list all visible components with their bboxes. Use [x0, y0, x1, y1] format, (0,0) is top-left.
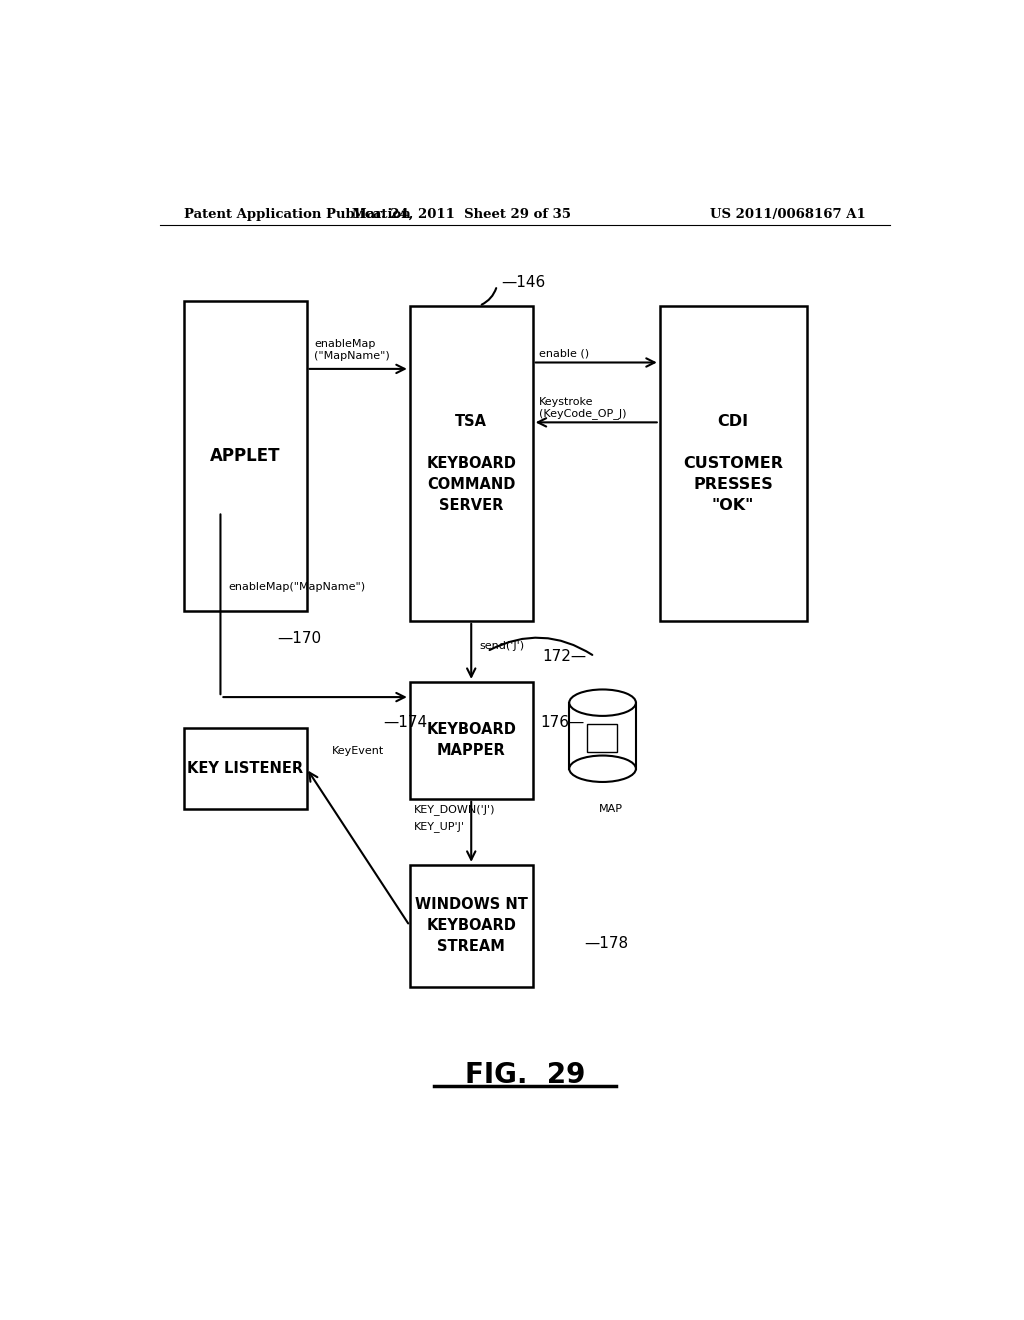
- Text: KeyEvent: KeyEvent: [332, 746, 384, 756]
- Text: US 2011/0068167 A1: US 2011/0068167 A1: [711, 207, 866, 220]
- Text: Patent Application Publication: Patent Application Publication: [183, 207, 411, 220]
- Text: —146: —146: [501, 275, 545, 290]
- Bar: [587, 725, 616, 752]
- Text: WINDOWS NT
KEYBOARD
STREAM: WINDOWS NT KEYBOARD STREAM: [415, 898, 527, 954]
- Text: Mar. 24, 2011  Sheet 29 of 35: Mar. 24, 2011 Sheet 29 of 35: [352, 207, 570, 220]
- Bar: [410, 865, 532, 987]
- Text: KEY LISTENER: KEY LISTENER: [187, 760, 303, 776]
- Ellipse shape: [569, 689, 636, 715]
- Text: —174: —174: [384, 715, 428, 730]
- Text: send('J'): send('J'): [479, 642, 524, 651]
- Bar: [410, 306, 532, 620]
- Text: APPLET: APPLET: [210, 446, 281, 465]
- Text: —170: —170: [278, 631, 322, 645]
- Ellipse shape: [569, 755, 636, 781]
- Text: Keystroke
(KeyCode_OP_J): Keystroke (KeyCode_OP_J): [539, 397, 627, 420]
- Bar: [183, 301, 306, 611]
- Text: MAP: MAP: [599, 804, 623, 814]
- Text: TSA

KEYBOARD
COMMAND
SERVER: TSA KEYBOARD COMMAND SERVER: [426, 414, 516, 512]
- Text: FIG.  29: FIG. 29: [465, 1061, 585, 1089]
- Text: CDI

CUSTOMER
PRESSES
"OK": CDI CUSTOMER PRESSES "OK": [683, 414, 783, 512]
- Text: 176—: 176—: [540, 715, 585, 730]
- Text: enableMap("MapName"): enableMap("MapName"): [228, 582, 366, 591]
- Text: KEY_UP'J': KEY_UP'J': [414, 821, 465, 832]
- Text: —178: —178: [585, 936, 629, 950]
- Text: KEYBOARD
MAPPER: KEYBOARD MAPPER: [426, 722, 516, 758]
- Text: enable (): enable (): [539, 348, 589, 359]
- Bar: [183, 727, 306, 809]
- Bar: [410, 682, 532, 799]
- Text: enableMap
("MapName"): enableMap ("MapName"): [314, 339, 390, 360]
- Text: 172—: 172—: [543, 649, 587, 664]
- Text: KEY_DOWN('J'): KEY_DOWN('J'): [414, 804, 496, 814]
- Bar: [659, 306, 807, 620]
